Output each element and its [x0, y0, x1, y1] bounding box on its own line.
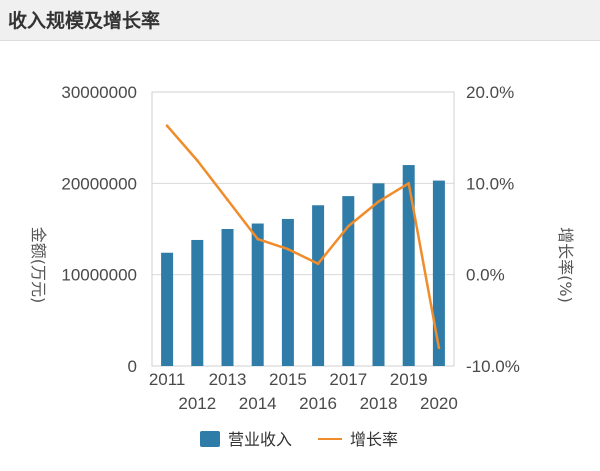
- y-tick-label: 20000000: [61, 174, 137, 193]
- y2-tick-label: -10.0%: [466, 357, 520, 376]
- x-tick-label: 2014: [239, 394, 277, 413]
- growth-point-2011: [165, 124, 169, 128]
- growth-point-2015: [286, 247, 290, 251]
- x-tick-label: 2017: [329, 370, 367, 389]
- bar-2011: [161, 252, 174, 366]
- ticks-layer: 0 10000000 20000000 30000000 -10.0% 0.0% 10.0%…: [61, 83, 520, 413]
- revenue-growth-chart: 0 10000000 20000000 30000000 -10.0% 0.0% 10.0%…: [29, 83, 575, 449]
- legend: 营业收入 增长率: [200, 430, 398, 449]
- legend-bar-label: 营业收入: [228, 430, 292, 449]
- x-tick-label: 2013: [209, 370, 247, 389]
- bar-2019: [402, 165, 415, 366]
- growth-point-2018: [377, 200, 380, 204]
- x-tick-label: 2018: [360, 394, 398, 413]
- y2-tick-label: 10.0%: [466, 174, 514, 193]
- x-tick-label: 2012: [178, 394, 216, 413]
- x-tick-label: 2016: [299, 394, 337, 413]
- y2-tick-label: 0.0%: [466, 266, 505, 285]
- bar-2020: [432, 180, 445, 366]
- y-tick-label: 0: [128, 357, 137, 376]
- bar-2017: [342, 196, 355, 366]
- growth-point-2016: [316, 262, 320, 266]
- line-layer: [165, 124, 441, 350]
- x-tick-label: 2015: [269, 370, 307, 389]
- panel-header: 收入规模及增长率: [0, 0, 600, 41]
- y-axis-title: 金额(万元): [29, 227, 48, 304]
- bars-layer: [161, 165, 445, 366]
- legend-line-label: 增长率: [350, 430, 398, 449]
- legend-bar-swatch: [200, 431, 220, 447]
- y2-axis-title: 增长率(%): [556, 227, 575, 303]
- growth-rate-line: [166, 124, 441, 348]
- growth-point-2020: [437, 346, 441, 350]
- x-tick-label: 2020: [420, 394, 458, 413]
- y-tick-label: 30000000: [61, 83, 137, 102]
- bar-2015: [281, 218, 294, 366]
- growth-point-2013: [226, 198, 229, 202]
- panel-title: 收入规模及增长率: [8, 10, 161, 32]
- growth-point-2017: [346, 224, 350, 228]
- growth-point-2019: [407, 181, 411, 185]
- bar-2016: [312, 205, 325, 366]
- x-tick-label: 2011: [149, 370, 186, 389]
- growth-point-2012: [195, 159, 199, 162]
- x-tick-label: 2019: [390, 370, 428, 389]
- bar-2018: [372, 183, 385, 366]
- bar-2012: [191, 239, 204, 366]
- plot-frame: [151, 91, 455, 367]
- bar-2013: [221, 229, 234, 366]
- bar-2014: [251, 223, 264, 366]
- y2-tick-label: 20.0%: [466, 83, 514, 102]
- growth-point-2014: [256, 237, 260, 241]
- y-tick-label: 10000000: [61, 266, 137, 285]
